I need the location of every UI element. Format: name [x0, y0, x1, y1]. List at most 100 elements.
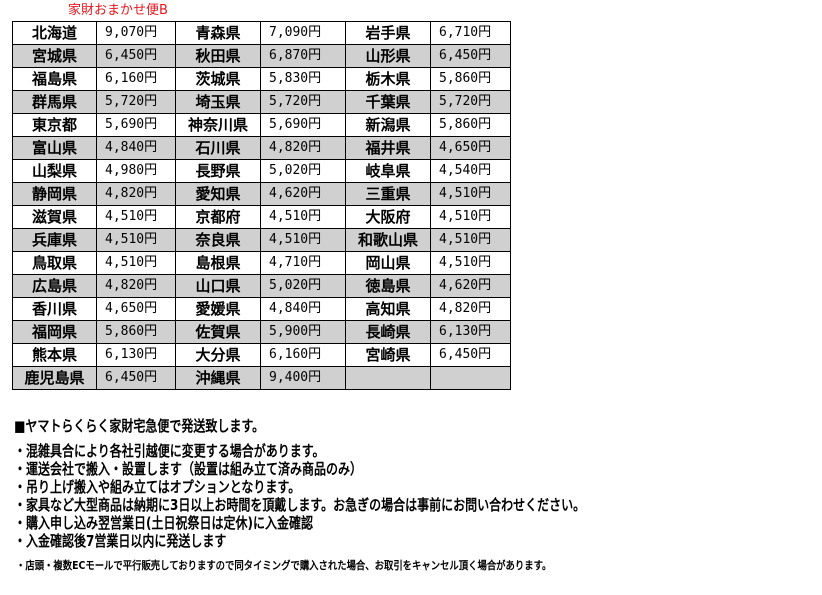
price-cell: 4,510円	[430, 251, 511, 275]
prefecture-cell: 岐阜県	[345, 159, 431, 183]
price-cell: 9,070円	[96, 21, 176, 45]
price-cell: 4,820円	[96, 274, 176, 298]
price-cell: 4,840円	[260, 297, 346, 321]
price-cell: 5,900円	[260, 320, 346, 344]
price-cell: 5,860円	[430, 113, 511, 137]
price-cell: 4,510円	[96, 228, 176, 252]
price-cell: 4,650円	[96, 297, 176, 321]
price-cell: 4,840円	[96, 136, 176, 160]
prefecture-cell: 神奈川県	[175, 113, 261, 137]
prefecture-cell: 茨城県	[175, 67, 261, 91]
prefecture-cell: 福井県	[345, 136, 431, 160]
prefecture-cell: 宮崎県	[345, 343, 431, 367]
notes-heading: ■ヤマトらくらく家財宅急便で発送致します。	[14, 417, 265, 435]
note-item: ・運送会社で搬入・設置します（設置は組み立て済み商品のみ）	[14, 460, 363, 478]
table-title: 家財おまかせ便B	[68, 3, 168, 18]
price-cell: 5,830円	[260, 67, 346, 91]
price-cell: 5,720円	[260, 90, 346, 114]
price-cell: 4,510円	[430, 182, 511, 206]
price-cell: 9,400円	[260, 366, 346, 390]
prefecture-cell: 滋賀県	[12, 205, 97, 229]
table-row: 鳥取県 4,510円 島根県 4,710円 岡山県 4,510円	[12, 251, 511, 275]
prefecture-cell: 和歌山県	[345, 228, 431, 252]
price-cell: 5,720円	[430, 90, 511, 114]
prefecture-cell: 栃木県	[345, 67, 431, 91]
table-row: 香川県 4,650円 愛媛県 4,840円 高知県 4,820円	[12, 297, 511, 321]
prefecture-cell: 佐賀県	[175, 320, 261, 344]
prefecture-cell: 群馬県	[12, 90, 97, 114]
table-row: 群馬県 5,720円 埼玉県 5,720円 千葉県 5,720円	[12, 90, 511, 114]
prefecture-cell: 大分県	[175, 343, 261, 367]
note-item: ・家具など大型商品は納期に3日以上お時間を頂戴します。お急ぎの場合は事前にお問い…	[14, 496, 586, 514]
table-row: 静岡県 4,820円 愛知県 4,620円 三重県 4,510円	[12, 182, 511, 206]
price-cell: 4,820円	[96, 182, 176, 206]
price-cell: 4,620円	[260, 182, 346, 206]
table-row: 福岡県 5,860円 佐賀県 5,900円 長崎県 6,130円	[12, 320, 511, 344]
price-cell: 6,160円	[260, 343, 346, 367]
prefecture-cell: 青森県	[175, 21, 261, 45]
price-cell: 4,510円	[96, 251, 176, 275]
prefecture-cell: 岡山県	[345, 251, 431, 275]
prefecture-cell: 石川県	[175, 136, 261, 160]
table-row: 広島県 4,820円 山口県 5,020円 徳島県 4,620円	[12, 274, 511, 298]
prefecture-cell: 北海道	[12, 21, 97, 45]
price-cell: 6,450円	[96, 44, 176, 68]
note-item: ・購入申し込み翌営業日(土日祝祭日は定休)に入金確認	[14, 514, 313, 532]
price-cell: 4,510円	[430, 228, 511, 252]
price-cell: 7,090円	[260, 21, 346, 45]
price-cell: 4,620円	[430, 274, 511, 298]
table-row: 東京都 5,690円 神奈川県 5,690円 新潟県 5,860円	[12, 113, 511, 137]
prefecture-cell: 富山県	[12, 136, 97, 160]
price-cell: 4,980円	[96, 159, 176, 183]
prefecture-cell: 埼玉県	[175, 90, 261, 114]
prefecture-cell: 鳥取県	[12, 251, 97, 275]
price-cell: 4,820円	[260, 136, 346, 160]
price-cell: 5,020円	[260, 159, 346, 183]
prefecture-cell: 福島県	[12, 67, 97, 91]
price-cell: 5,020円	[260, 274, 346, 298]
shipping-rate-table: 北海道 9,070円 青森県 7,090円 岩手県 6,710円 宮城県 6,450円 秋田県 6…	[12, 21, 511, 390]
prefecture-cell: 山口県	[175, 274, 261, 298]
price-cell: 4,510円	[260, 205, 346, 229]
prefecture-cell: 山梨県	[12, 159, 97, 183]
price-cell: 4,650円	[430, 136, 511, 160]
prefecture-cell: 熊本県	[12, 343, 97, 367]
table-row: 鹿児島県 6,450円 沖縄県 9,400円	[12, 366, 511, 390]
prefecture-cell: 長崎県	[345, 320, 431, 344]
prefecture-cell: 京都府	[175, 205, 261, 229]
table-row: 富山県 4,840円 石川県 4,820円 福井県 4,650円	[12, 136, 511, 160]
price-cell: 6,160円	[96, 67, 176, 91]
price-cell: 6,450円	[430, 44, 511, 68]
prefecture-cell: 島根県	[175, 251, 261, 275]
prefecture-cell: 福岡県	[12, 320, 97, 344]
table-row: 滋賀県 4,510円 京都府 4,510円 大阪府 4,510円	[12, 205, 511, 229]
prefecture-cell: 山形県	[345, 44, 431, 68]
prefecture-cell: 大阪府	[345, 205, 431, 229]
prefecture-cell: 長野県	[175, 159, 261, 183]
prefecture-cell: 徳島県	[345, 274, 431, 298]
price-cell: 6,870円	[260, 44, 346, 68]
price-cell: 5,690円	[260, 113, 346, 137]
prefecture-cell: 高知県	[345, 297, 431, 321]
price-cell: 5,860円	[430, 67, 511, 91]
table-row: 兵庫県 4,510円 奈良県 4,510円 和歌山県 4,510円	[12, 228, 511, 252]
price-cell: 4,510円	[96, 205, 176, 229]
footnote: ・店頭・複数ECモールで平行販売しておりますので同タイミングで購入された場合、お…	[16, 559, 552, 572]
price-cell: 5,720円	[96, 90, 176, 114]
prefecture-cell: 秋田県	[175, 44, 261, 68]
prefecture-cell: 東京都	[12, 113, 97, 137]
price-cell: 6,130円	[96, 343, 176, 367]
prefecture-cell: 沖縄県	[175, 366, 261, 390]
price-cell: 6,710円	[430, 21, 511, 45]
prefecture-cell: 岩手県	[345, 21, 431, 45]
price-cell: 6,450円	[96, 366, 176, 390]
prefecture-cell: 広島県	[12, 274, 97, 298]
prefecture-cell: 鹿児島県	[12, 366, 97, 390]
price-cell: 4,820円	[430, 297, 511, 321]
prefecture-cell: 千葉県	[345, 90, 431, 114]
prefecture-cell: 愛媛県	[175, 297, 261, 321]
table-row: 熊本県 6,130円 大分県 6,160円 宮崎県 6,450円	[12, 343, 511, 367]
prefecture-cell: 新潟県	[345, 113, 431, 137]
price-cell	[430, 366, 511, 390]
price-cell: 5,690円	[96, 113, 176, 137]
